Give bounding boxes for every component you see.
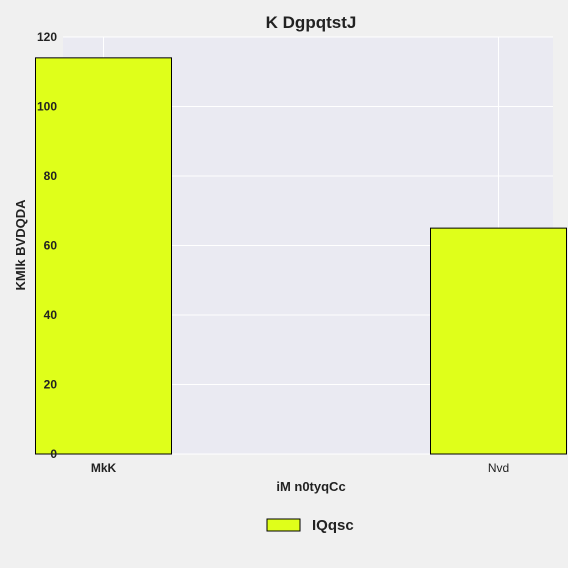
bars bbox=[35, 57, 567, 455]
y-tick-label: 40 bbox=[44, 308, 58, 322]
y-axis-label: KMlk BVDQDA bbox=[13, 199, 28, 291]
legend: IQqsc bbox=[266, 517, 354, 534]
legend-swatch bbox=[266, 518, 301, 532]
y-tick-label: 100 bbox=[37, 100, 57, 114]
y-axis-ticks: 0 20 40 60 80 100 120 bbox=[37, 30, 57, 461]
x-axis-label: iM n0tyqCc bbox=[276, 479, 345, 494]
chart-title: K DgpqtstJ bbox=[266, 13, 357, 32]
x-axis-ticks: MkK Nvd bbox=[91, 461, 509, 475]
y-tick-label: 60 bbox=[44, 239, 58, 253]
y-tick-label: 0 bbox=[50, 447, 57, 461]
x-tick-label: Nvd bbox=[488, 461, 509, 475]
bar-mkk bbox=[35, 57, 172, 455]
legend-label: IQqsc bbox=[312, 517, 354, 534]
y-tick-label: 20 bbox=[44, 378, 58, 392]
y-tick-label: 80 bbox=[44, 169, 58, 183]
x-tick-label: MkK bbox=[91, 461, 117, 475]
y-tick-label: 120 bbox=[37, 30, 57, 44]
bar-nvd bbox=[430, 227, 567, 455]
